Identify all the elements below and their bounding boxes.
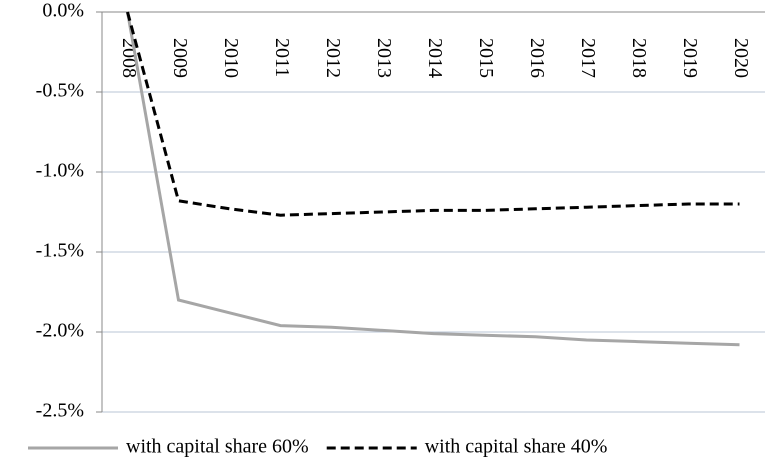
y-tick-label: -2.0% <box>36 320 84 342</box>
legend-label: with capital share 40% <box>425 436 608 458</box>
y-tick-label: -1.5% <box>36 240 84 262</box>
y-tick-label: -2.5% <box>36 400 84 422</box>
legend-label: with capital share 60% <box>126 436 309 458</box>
series-line <box>126 11 740 347</box>
x-tick-label: 2011 <box>271 38 293 77</box>
y-tick-label: -1.0% <box>36 160 84 182</box>
x-tick-label: 2019 <box>679 38 701 78</box>
y-tick-label: -0.5% <box>36 80 84 102</box>
x-tick-label: 2020 <box>730 38 752 78</box>
x-tick-label: 2015 <box>475 38 497 78</box>
x-tick-label: 2018 <box>628 38 650 78</box>
x-tick-label: 2010 <box>220 38 242 78</box>
x-tick-label: 2013 <box>373 38 395 78</box>
x-tick-label: 2017 <box>577 38 599 78</box>
series-line <box>126 11 740 217</box>
x-tick-label: 2009 <box>169 38 191 78</box>
y-tick-label: 0.0% <box>42 0 84 22</box>
x-tick-label: 2014 <box>424 38 446 78</box>
x-tick-label: 2012 <box>322 38 344 78</box>
x-tick-label: 2016 <box>526 38 548 78</box>
